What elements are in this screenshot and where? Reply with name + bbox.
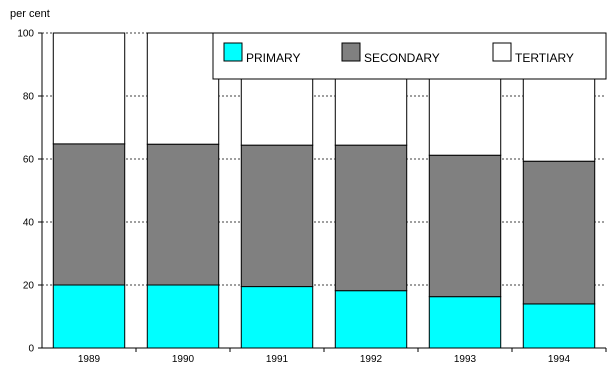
x-tick-label: 1993 <box>454 354 477 365</box>
legend-swatch-primary <box>223 42 243 62</box>
y-unit-label: per cent <box>10 8 50 20</box>
x-tick-label: 1990 <box>172 354 195 365</box>
bar-primary-1994 <box>522 303 596 349</box>
bar-secondary-1992 <box>334 144 408 292</box>
bar-primary-1989 <box>52 284 126 349</box>
bar-primary-1993 <box>428 296 502 349</box>
y-tick-label: 20 <box>23 281 35 292</box>
x-tick-label: 1994 <box>548 354 571 365</box>
legend-swatch-tertiary <box>492 42 512 62</box>
bar-secondary-1994 <box>522 160 596 305</box>
x-tick-label: 1989 <box>78 354 101 365</box>
y-tick-label: 0 <box>28 344 34 355</box>
bar-primary-1992 <box>334 290 408 349</box>
legend-swatch-secondary <box>341 42 361 62</box>
bar-secondary-1989 <box>52 143 126 286</box>
y-ticks: 0 20 40 60 80 100 <box>17 29 42 355</box>
y-tick-label: 40 <box>23 218 35 229</box>
x-tick-label: 1992 <box>360 354 383 365</box>
bar-tertiary-1990 <box>146 32 220 145</box>
y-tick-label: 100 <box>17 29 34 40</box>
legend: PRIMARY SECONDARY TERTIARY <box>212 32 607 80</box>
legend-label-tertiary: TERTIARY <box>515 51 574 65</box>
gridlines <box>42 32 606 286</box>
legend-box <box>212 32 607 80</box>
x-ticks: 1989 1990 1991 1992 1993 1994 <box>78 348 607 365</box>
bars <box>52 32 596 349</box>
legend-label-secondary: SECONDARY <box>364 51 440 65</box>
x-tick-label: 1991 <box>266 354 289 365</box>
y-tick-label: 60 <box>23 155 35 166</box>
bar-primary-1991 <box>240 286 314 349</box>
y-tick-label: 80 <box>23 92 35 103</box>
bar-secondary-1993 <box>428 154 502 298</box>
legend-label-primary: PRIMARY <box>246 51 300 65</box>
bar-primary-1990 <box>146 284 220 349</box>
bar-secondary-1991 <box>240 144 314 288</box>
bar-secondary-1990 <box>146 143 220 286</box>
bar-tertiary-1989 <box>52 32 126 145</box>
